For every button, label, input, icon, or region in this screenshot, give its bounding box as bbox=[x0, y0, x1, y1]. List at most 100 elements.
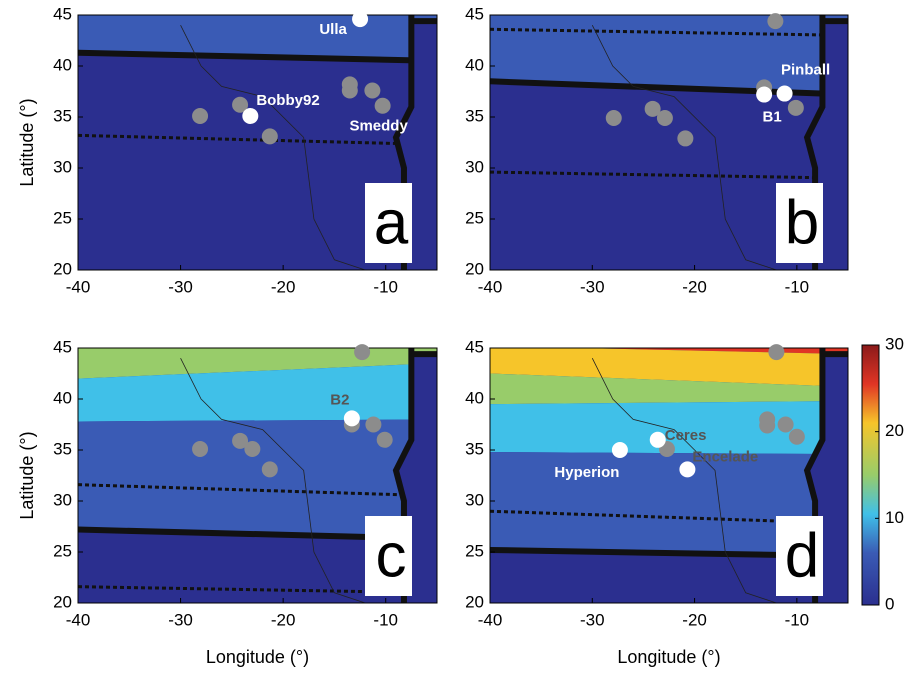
site-label: Bobby92 bbox=[256, 92, 319, 109]
y-tick-label: 40 bbox=[465, 388, 484, 407]
x-tick-label: -30 bbox=[580, 610, 605, 629]
contour-line bbox=[78, 483, 437, 498]
site-point bbox=[611, 442, 628, 458]
y-tick-label: 20 bbox=[53, 259, 72, 278]
site-point bbox=[759, 417, 776, 434]
site-point bbox=[788, 428, 805, 445]
x-axis-label: Longitude (°) bbox=[206, 647, 309, 667]
frame bbox=[77, 14, 438, 271]
site-point bbox=[365, 416, 382, 433]
y-tick-label: 35 bbox=[53, 106, 72, 125]
panel-letter: c bbox=[376, 521, 407, 590]
y-tick-label: 20 bbox=[465, 259, 484, 278]
site-point bbox=[768, 344, 785, 361]
y-tick-label: 45 bbox=[53, 337, 72, 356]
site-point bbox=[244, 440, 261, 457]
coastline bbox=[180, 358, 366, 603]
y-tick-label: 25 bbox=[465, 208, 484, 227]
site-point bbox=[787, 99, 804, 116]
site-point bbox=[192, 107, 209, 124]
y-tick-label: 45 bbox=[465, 4, 484, 23]
x-tick-label: -10 bbox=[785, 277, 810, 296]
y-tick-label: 35 bbox=[465, 106, 484, 125]
y-tick-label: 20 bbox=[53, 592, 72, 611]
y-tick-label: 30 bbox=[465, 157, 484, 176]
y-tick-label: 30 bbox=[53, 157, 72, 176]
x-tick-label: -40 bbox=[478, 610, 503, 629]
x-tick-label: -20 bbox=[682, 610, 707, 629]
x-tick-label: -30 bbox=[580, 277, 605, 296]
y-tick-label: 20 bbox=[465, 592, 484, 611]
coastline bbox=[180, 25, 366, 270]
contour-line bbox=[490, 509, 848, 525]
site-label: Hyperion bbox=[554, 464, 619, 481]
x-tick-label: -20 bbox=[271, 277, 296, 296]
colorbar-tick-label: 20 bbox=[885, 421, 904, 440]
site-point bbox=[242, 107, 259, 124]
site-point bbox=[376, 431, 393, 448]
site-point bbox=[605, 110, 622, 127]
panel-letter-box bbox=[365, 516, 412, 596]
y-axis-label: Latitude (°) bbox=[17, 431, 37, 519]
coastline bbox=[591, 358, 777, 603]
site-point bbox=[767, 13, 784, 30]
x-tick-label: -30 bbox=[168, 277, 193, 296]
site-point bbox=[232, 96, 249, 113]
x-tick-label: -10 bbox=[373, 277, 398, 296]
site-label: B1 bbox=[763, 109, 782, 126]
site-point bbox=[343, 410, 360, 427]
contour-band bbox=[78, 363, 437, 422]
x-tick-label: -30 bbox=[168, 610, 193, 629]
x-tick-label: -40 bbox=[66, 277, 91, 296]
x-tick-label: -20 bbox=[682, 277, 707, 296]
y-tick-label: 35 bbox=[53, 439, 72, 458]
contour-line bbox=[78, 585, 437, 595]
contour-line bbox=[78, 133, 437, 147]
y-tick-label: 30 bbox=[53, 490, 72, 509]
site-point bbox=[261, 461, 278, 478]
y-axis-label: Latitude (°) bbox=[17, 98, 37, 186]
contour-band bbox=[490, 452, 848, 557]
site-point bbox=[644, 100, 661, 117]
site-point bbox=[374, 97, 391, 114]
panel-letter-box bbox=[776, 516, 823, 596]
site-label: Ulla bbox=[319, 21, 347, 38]
x-tick-label: -40 bbox=[478, 277, 503, 296]
y-tick-label: 45 bbox=[465, 337, 484, 356]
x-axis-label: Longitude (°) bbox=[617, 647, 720, 667]
site-point bbox=[192, 440, 209, 457]
colorbar bbox=[861, 344, 880, 606]
y-tick-label: 35 bbox=[465, 439, 484, 458]
panel-letter-box bbox=[776, 183, 823, 263]
site-point bbox=[364, 82, 381, 99]
site-point bbox=[777, 416, 794, 433]
contour-band bbox=[490, 373, 848, 405]
contour-line bbox=[490, 27, 848, 37]
y-tick-label: 45 bbox=[53, 4, 72, 23]
site-point bbox=[776, 85, 793, 102]
frame bbox=[489, 347, 849, 604]
x-tick-label: -10 bbox=[785, 610, 810, 629]
map-panel bbox=[78, 15, 437, 270]
coastline bbox=[591, 25, 777, 270]
y-tick-label: 25 bbox=[53, 208, 72, 227]
y-tick-label: 40 bbox=[53, 388, 72, 407]
frame bbox=[77, 347, 438, 604]
colorbar-tick-label: 10 bbox=[885, 508, 904, 527]
site-label: Pinball bbox=[781, 62, 830, 79]
x-tick-label: -20 bbox=[271, 610, 296, 629]
panel-letter: d bbox=[785, 521, 819, 590]
y-tick-label: 40 bbox=[53, 55, 72, 74]
site-point bbox=[341, 82, 358, 99]
frame bbox=[489, 14, 849, 271]
contour-band bbox=[490, 348, 848, 387]
panel-letter: b bbox=[785, 188, 819, 257]
colorbar-tick-label: 30 bbox=[885, 334, 904, 353]
site-point bbox=[352, 11, 369, 28]
y-tick-label: 25 bbox=[53, 541, 72, 560]
panel-letter-box bbox=[365, 183, 412, 263]
y-tick-label: 25 bbox=[465, 541, 484, 560]
site-label: Smeddy bbox=[349, 118, 408, 135]
site-point bbox=[232, 432, 249, 449]
